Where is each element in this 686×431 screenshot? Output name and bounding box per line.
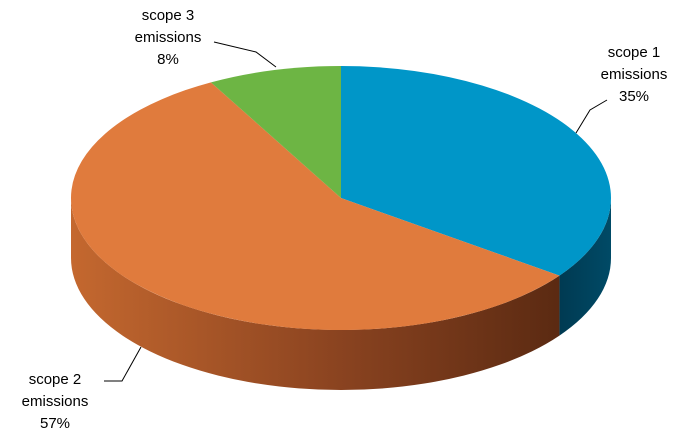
slice-label-line1: scope 2	[29, 371, 82, 388]
slice-label-percent: 57%	[40, 415, 70, 431]
slice-scope-1	[341, 66, 611, 276]
slice-scope-3	[210, 66, 341, 198]
slice-label-line2: emissions	[601, 66, 668, 83]
slice-label-line2: emissions	[135, 29, 202, 46]
pie-slices	[70, 66, 611, 331]
slice-label-line2: emissions	[22, 393, 89, 410]
leader-line-scope-3	[213, 41, 277, 68]
leader-line-scope-2	[104, 346, 142, 382]
slice-scope-2-side	[71, 198, 560, 390]
slice-label-scope-1: scope 1 emissions 35%	[601, 44, 668, 105]
slice-label-scope-3: scope 3 emissions 8%	[135, 7, 202, 68]
slice-label-line1: scope 1	[608, 44, 661, 61]
slice-label-percent: 8%	[157, 51, 179, 68]
slice-scope-1-side	[559, 198, 611, 336]
slice-label-scope-2: scope 2 emissions 57%	[22, 371, 89, 431]
slice-label-line1: scope 3	[142, 7, 195, 24]
slice-label-percent: 35%	[619, 88, 649, 105]
pie-sides	[71, 198, 611, 390]
slice-scope-2	[70, 82, 560, 331]
leader-line-scope-1	[575, 99, 608, 134]
